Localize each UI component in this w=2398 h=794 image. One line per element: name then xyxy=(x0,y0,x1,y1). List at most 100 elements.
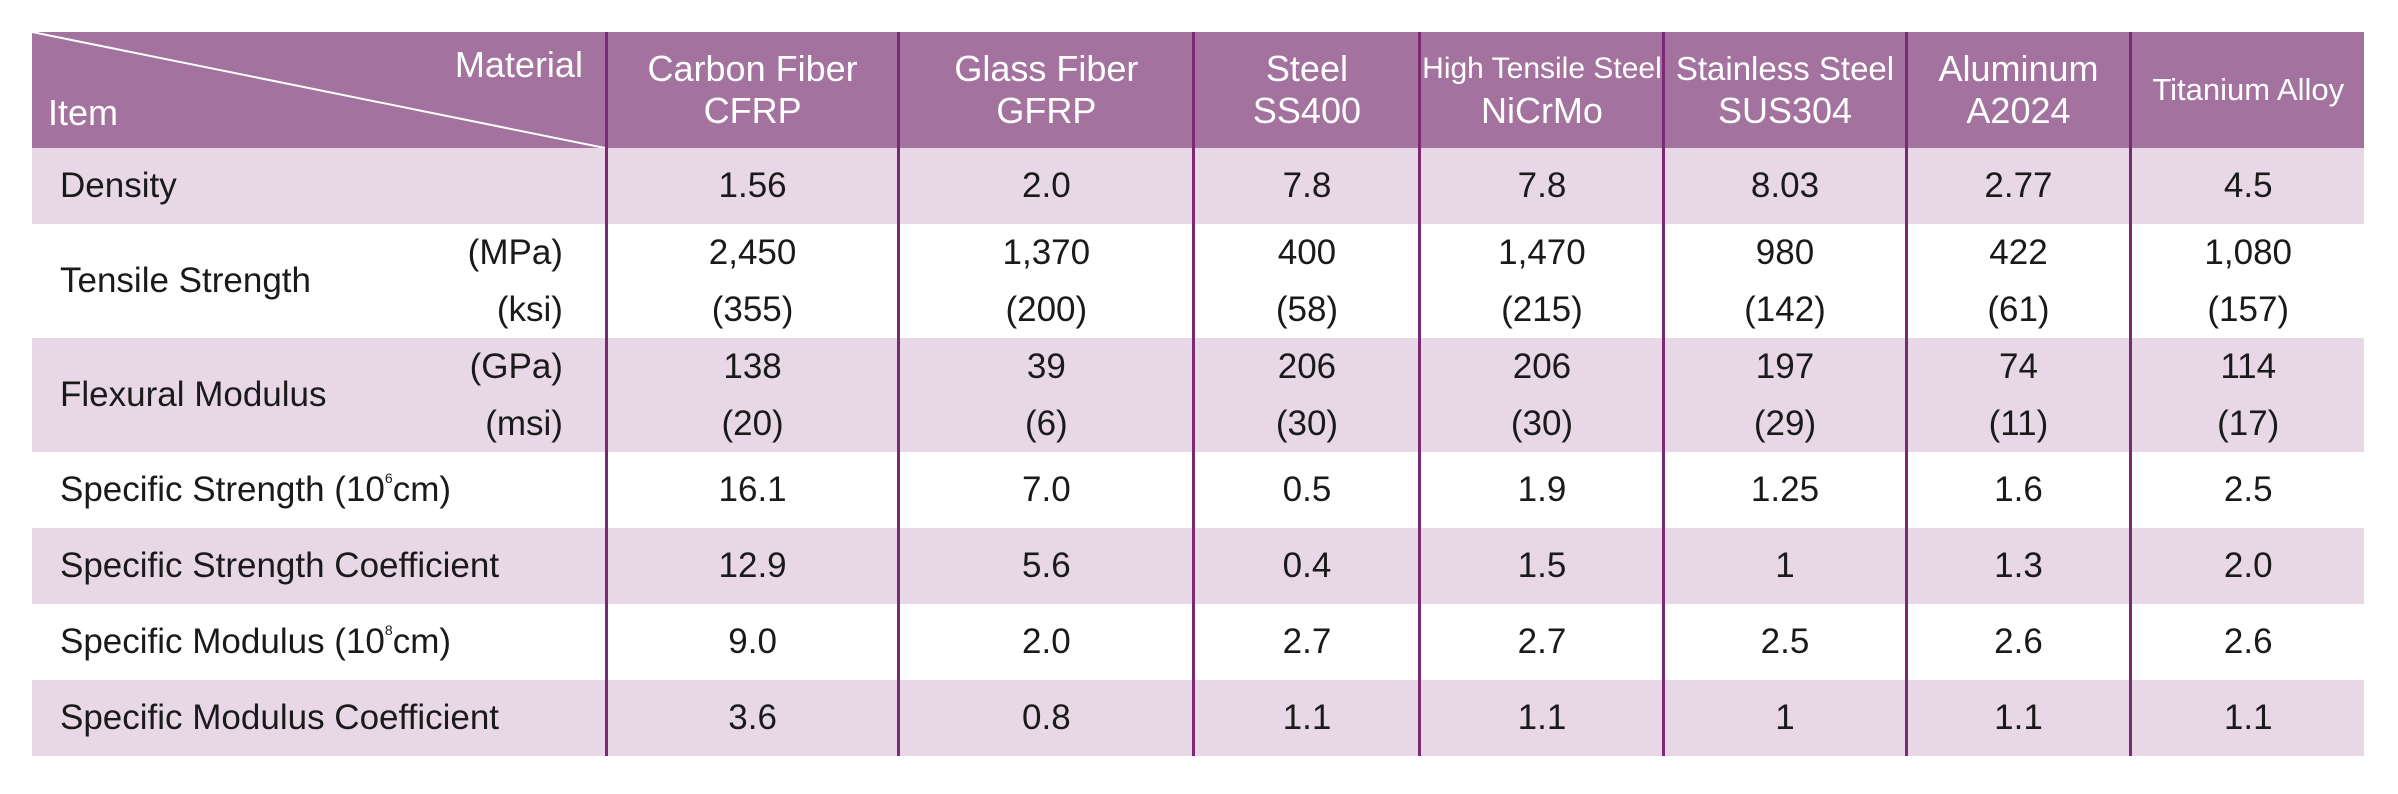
row-label: Specific Strength Coefficient xyxy=(32,528,607,604)
table-row-tensile-strength: Tensile Strength (MPa) (ksi) 2,450 (355) … xyxy=(32,224,2364,338)
table-cell: 16.1 xyxy=(604,452,899,528)
table-cell: 2.5 xyxy=(2129,452,2364,528)
column-header-gfrp: Glass Fiber GFRP xyxy=(897,32,1194,148)
row-label: Density xyxy=(32,148,607,224)
row-label: Specific Modulus Coefficient xyxy=(32,680,607,756)
table-cell: 7.0 xyxy=(897,452,1194,528)
table-cell: 2.0 xyxy=(897,148,1194,224)
table-cell: 1.25 xyxy=(1662,452,1906,528)
row-label-text: Specific Modulus (10 xyxy=(60,622,385,661)
table-cell: 1.1 xyxy=(1192,680,1420,756)
row-label-text: Specific Strength (10 xyxy=(60,470,385,509)
row-label-unit: cm) xyxy=(392,622,451,661)
table-cell: 206 (30) xyxy=(1192,338,1420,452)
table-row-specific-strength-coefficient: Specific Strength Coefficient 12.9 5.6 0… xyxy=(32,528,2364,604)
column-header-titanium-alloy: Titanium Alloy xyxy=(2129,32,2364,148)
header-row: Material Item Carbon Fiber CFRP Glass Fi… xyxy=(32,32,2364,148)
table-cell: 1 xyxy=(1662,528,1906,604)
table-row-specific-modulus-coefficient: Specific Modulus Coefficient 3.6 0.8 1.1… xyxy=(32,680,2364,756)
table-cell: 8.03 xyxy=(1662,148,1906,224)
unit-labels: (GPa) (msi) xyxy=(470,338,563,452)
materials-comparison-table-wrapper: Material Item Carbon Fiber CFRP Glass Fi… xyxy=(32,32,2364,756)
secondary-value: (58) xyxy=(1275,290,1339,329)
table-cell: 2.7 xyxy=(1418,604,1664,680)
table-cell: 980 (142) xyxy=(1662,224,1906,338)
primary-value: 1,080 xyxy=(2204,233,2293,272)
table-cell: 1 xyxy=(1662,680,1906,756)
table-cell: 0.4 xyxy=(1192,528,1420,604)
column-header-code: SS400 xyxy=(1252,90,1361,131)
table-row-flexural-modulus: Flexural Modulus (GPa) (msi) 138 (20) 39 (… xyxy=(32,338,2364,452)
column-header-stainless-steel: Stainless Steel SUS304 xyxy=(1662,32,1906,148)
primary-value: 206 xyxy=(1277,347,1337,386)
table-cell: 138 (20) xyxy=(604,338,899,452)
table-cell: 1.56 xyxy=(604,148,899,224)
table-cell: 1.6 xyxy=(1904,452,2131,528)
column-header-code: A2024 xyxy=(1966,90,2071,131)
secondary-value: (17) xyxy=(2217,404,2280,443)
column-header-code: GFRP xyxy=(996,90,1097,131)
secondary-value: (30) xyxy=(1510,404,1574,443)
table-cell: 9.0 xyxy=(604,604,899,680)
table-cell: 400 (58) xyxy=(1192,224,1420,338)
table-cell: 5.6 xyxy=(897,528,1194,604)
table-row-density: Density 1.56 2.0 7.8 7.8 8.03 2.77 4.5 xyxy=(32,148,2364,224)
unit-label-secondary: (ksi) xyxy=(496,290,563,329)
corner-item-label: Item xyxy=(48,92,119,133)
corner-material-label: Material xyxy=(454,44,583,85)
row-label-cell: Flexural Modulus (GPa) (msi) xyxy=(32,338,607,452)
column-header-name: Aluminum xyxy=(1938,48,2099,89)
column-header-name: High Tensile Steel xyxy=(1422,52,1662,85)
table-cell: 2.7 xyxy=(1192,604,1420,680)
table-cell: 2.5 xyxy=(1662,604,1906,680)
table-row-specific-strength: Specific Strength (106cm) 16.1 7.0 0.5 1… xyxy=(32,452,2364,528)
table-cell: 422 (61) xyxy=(1904,224,2131,338)
table-cell: 2.77 xyxy=(1904,148,2131,224)
column-header-cfrp: Carbon Fiber CFRP xyxy=(604,32,899,148)
table-cell: 1,470 (215) xyxy=(1418,224,1664,338)
secondary-value: (157) xyxy=(2207,290,2290,329)
table-cell: 197 (29) xyxy=(1662,338,1906,452)
table-cell: 206 (30) xyxy=(1418,338,1664,452)
column-header-high-tensile-steel: High Tensile Steel NiCrMo xyxy=(1418,32,1664,148)
primary-value: 206 xyxy=(1512,347,1572,386)
unit-labels: (MPa) (ksi) xyxy=(468,224,563,338)
secondary-value: (215) xyxy=(1501,290,1583,329)
secondary-value: (6) xyxy=(1024,404,1068,443)
secondary-value: (61) xyxy=(1987,290,2050,329)
secondary-value: (200) xyxy=(1005,290,1088,329)
table-cell: 7.8 xyxy=(1418,148,1664,224)
materials-comparison-table: Material Item Carbon Fiber CFRP Glass Fi… xyxy=(32,32,2364,756)
column-header-code: NiCrMo xyxy=(1480,90,1603,131)
secondary-value: (29) xyxy=(1753,404,1817,443)
table-cell: 2.0 xyxy=(897,604,1194,680)
table-cell: 1.1 xyxy=(1904,680,2131,756)
primary-value: 39 xyxy=(1026,347,1066,386)
row-label-cell: Tensile Strength (MPa) (ksi) xyxy=(32,224,607,338)
secondary-value: (142) xyxy=(1744,290,1826,329)
primary-value: 2,450 xyxy=(708,233,797,272)
column-header-aluminum: Aluminum A2024 xyxy=(1904,32,2131,148)
column-header-code: SUS304 xyxy=(1717,90,1853,131)
table-cell: 114 (17) xyxy=(2129,338,2364,452)
column-header-name: Glass Fiber xyxy=(954,48,1139,89)
table-cell: 0.8 xyxy=(897,680,1194,756)
secondary-value: (20) xyxy=(721,404,784,443)
column-header-code: CFRP xyxy=(703,90,802,131)
column-header-name: Steel xyxy=(1265,48,1348,89)
table-cell: 1.9 xyxy=(1418,452,1664,528)
secondary-value: (355) xyxy=(711,290,794,329)
table-cell: 1.1 xyxy=(2129,680,2364,756)
table-cell: 4.5 xyxy=(2129,148,2364,224)
primary-value: 422 xyxy=(1989,233,2048,272)
unit-label-primary: (GPa) xyxy=(469,347,563,386)
table-cell: 1,080 (157) xyxy=(2129,224,2364,338)
primary-value: 197 xyxy=(1755,347,1815,386)
row-label: Specific Modulus (108cm) xyxy=(32,604,607,680)
table-cell: 3.6 xyxy=(604,680,899,756)
unit-label-primary: (MPa) xyxy=(467,233,563,272)
table-cell: 7.8 xyxy=(1192,148,1420,224)
row-label: Tensile Strength xyxy=(60,261,311,300)
table-cell: 1.5 xyxy=(1418,528,1664,604)
primary-value: 1,470 xyxy=(1498,233,1586,272)
